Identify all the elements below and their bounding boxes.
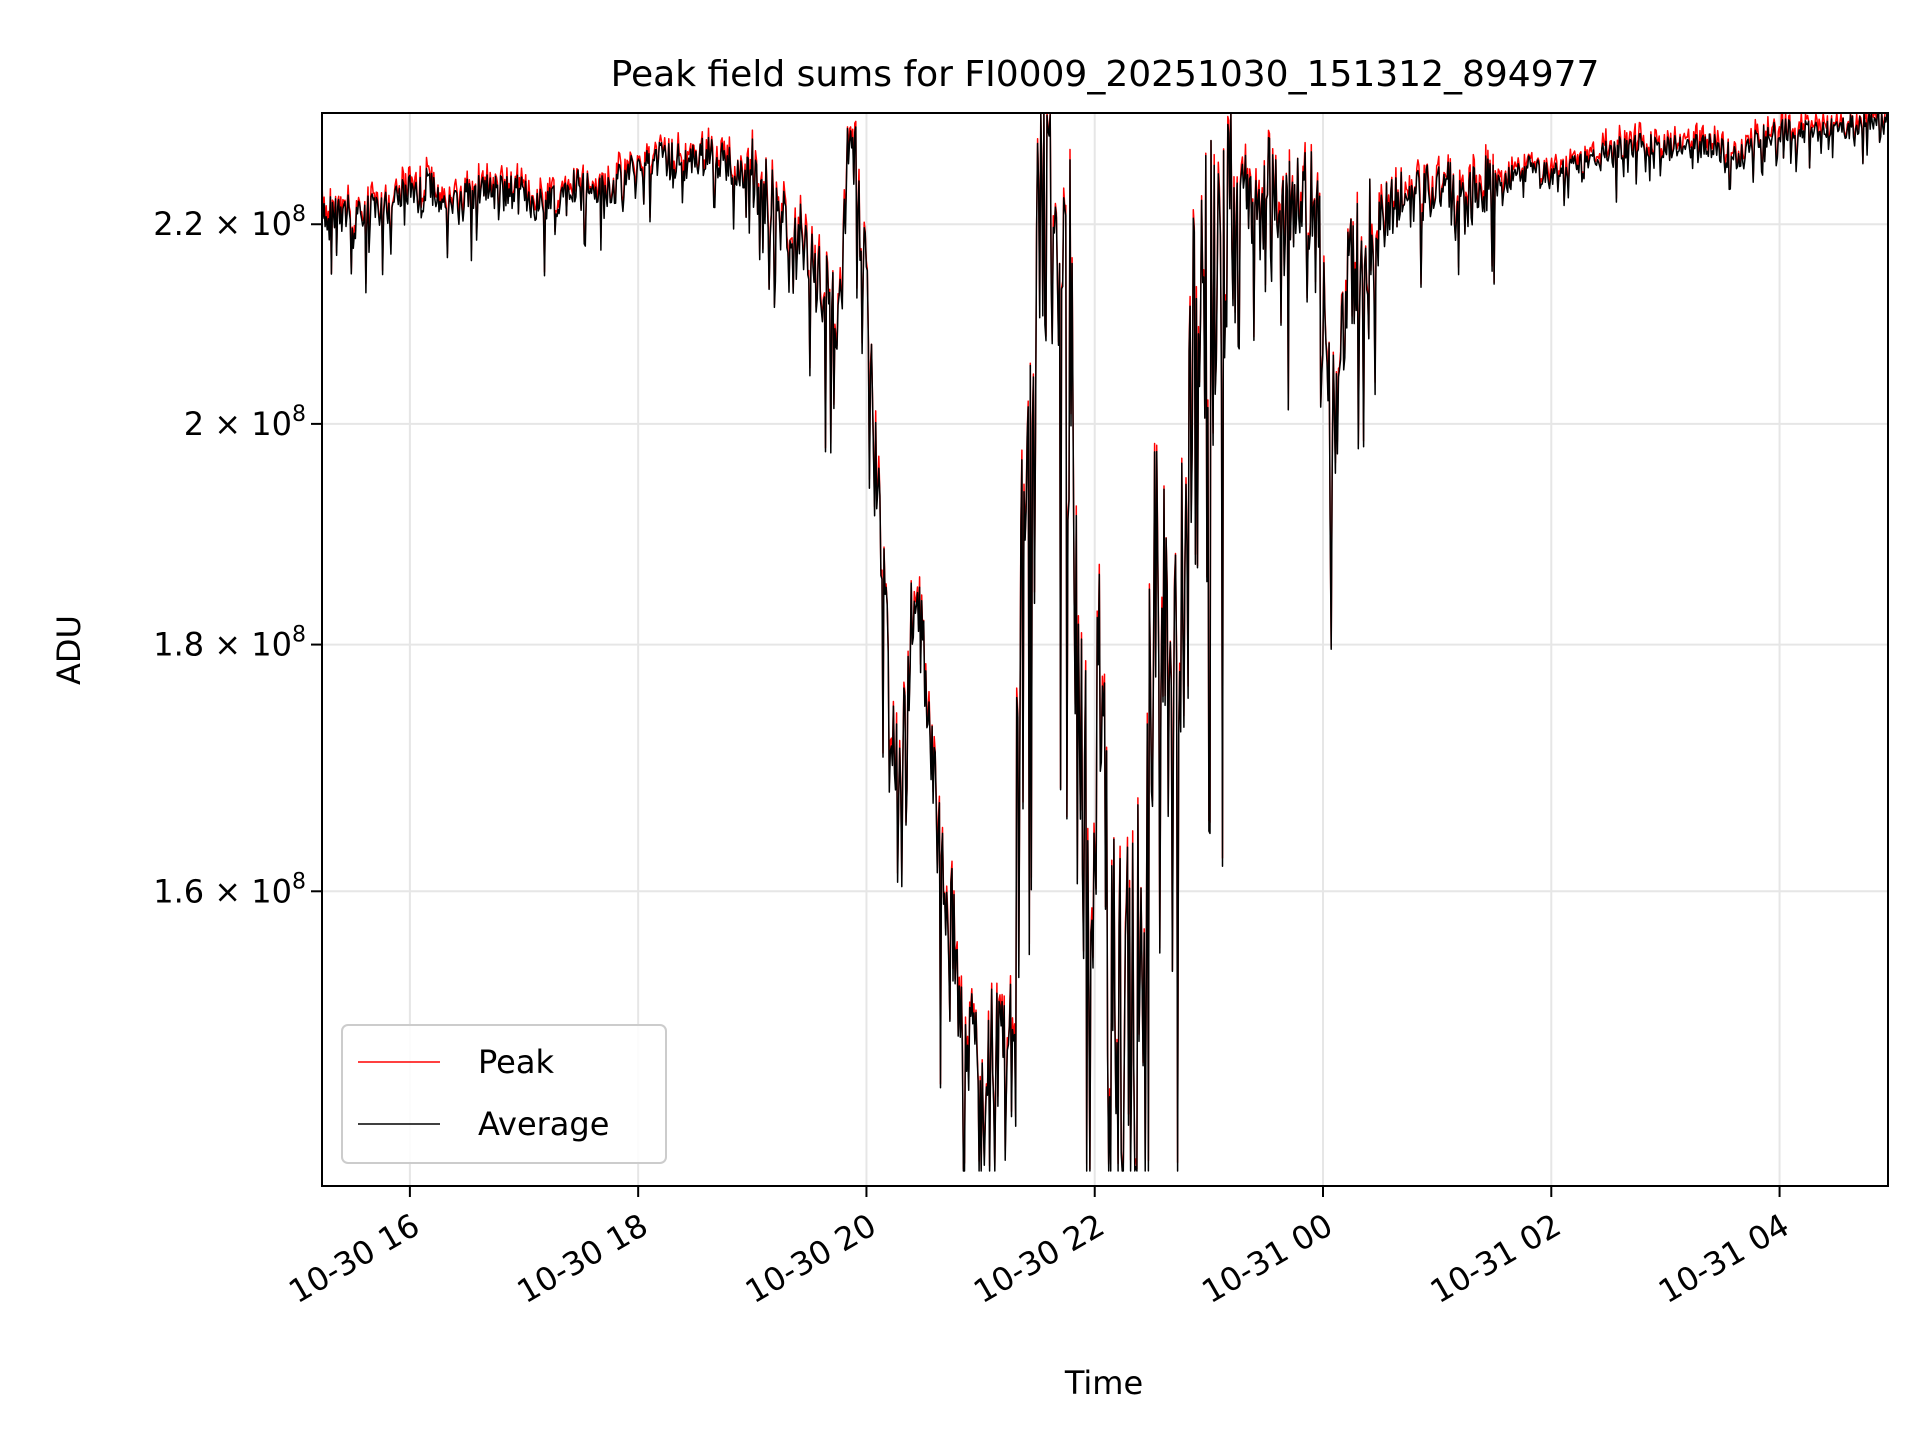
- legend-peak-label: Peak: [478, 1043, 554, 1081]
- legend-box: [341, 1024, 667, 1164]
- y-tick-label-base: 1.6 × 10: [153, 872, 292, 910]
- y-tick-label-exponent: 8: [292, 402, 306, 427]
- y-tick-label-exponent: 8: [292, 869, 306, 894]
- y-tick-label: 2.2 × 108: [153, 202, 306, 243]
- chart-title: Peak field sums for FI0009_20251030_1513…: [611, 54, 1600, 95]
- legend: Peak Average: [341, 1024, 667, 1164]
- grid: [322, 113, 1888, 1186]
- y-tick-label: 2 × 108: [184, 402, 306, 443]
- y-tick-label-base: 1.8 × 10: [153, 626, 292, 664]
- y-tick-label: 1.8 × 108: [153, 623, 306, 664]
- y-tick-label: 1.6 × 108: [153, 869, 306, 910]
- y-tick-label-base: 2 × 10: [184, 405, 292, 443]
- series-layer: [321, 112, 1889, 1172]
- y-tick-label-base: 2.2 × 10: [153, 205, 292, 243]
- legend-average-label: Average: [478, 1105, 609, 1143]
- series-line-average: [321, 112, 1889, 1172]
- y-axis-label: ADU: [50, 615, 88, 685]
- y-tick-label-exponent: 8: [292, 623, 306, 648]
- y-tick-label-exponent: 8: [292, 202, 306, 227]
- x-axis-label: Time: [1064, 1364, 1143, 1402]
- plot-frame: [321, 112, 1889, 1187]
